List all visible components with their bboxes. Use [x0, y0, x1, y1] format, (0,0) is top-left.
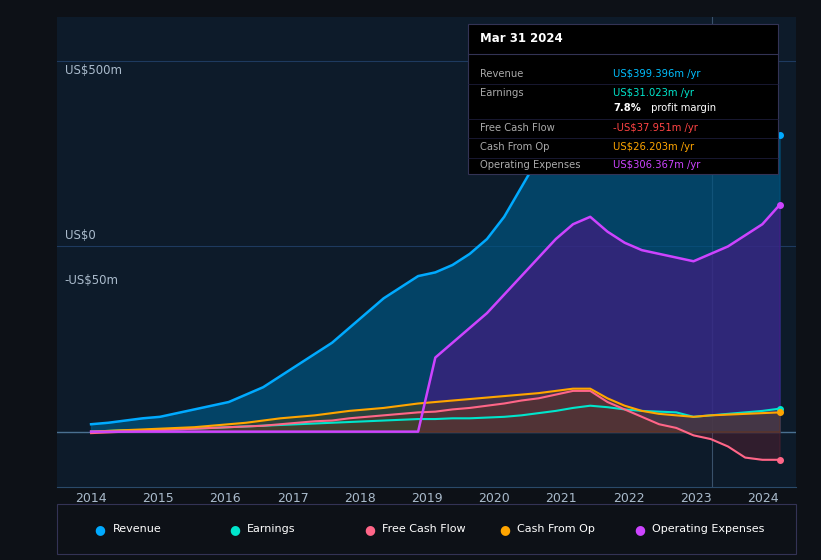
Text: Operating Expenses: Operating Expenses: [480, 160, 580, 170]
Text: ●: ●: [229, 522, 240, 536]
Text: US$31.023m /yr: US$31.023m /yr: [613, 88, 695, 98]
Text: ●: ●: [364, 522, 375, 536]
Text: ●: ●: [94, 522, 105, 536]
Text: US$26.203m /yr: US$26.203m /yr: [613, 142, 695, 152]
Text: US$399.396m /yr: US$399.396m /yr: [613, 68, 701, 78]
Text: profit margin: profit margin: [648, 103, 716, 113]
Text: Cash From Op: Cash From Op: [517, 524, 595, 534]
Text: Earnings: Earnings: [480, 88, 524, 98]
Text: Revenue: Revenue: [480, 68, 523, 78]
Text: US$0: US$0: [65, 229, 95, 242]
Text: Earnings: Earnings: [247, 524, 296, 534]
Text: Free Cash Flow: Free Cash Flow: [480, 123, 555, 133]
Text: Free Cash Flow: Free Cash Flow: [382, 524, 466, 534]
Text: ●: ●: [499, 522, 510, 536]
Text: ●: ●: [634, 522, 644, 536]
Text: Revenue: Revenue: [112, 524, 161, 534]
Text: Mar 31 2024: Mar 31 2024: [480, 32, 562, 45]
Text: Operating Expenses: Operating Expenses: [652, 524, 764, 534]
Text: -US$50m: -US$50m: [65, 274, 119, 287]
Text: 7.8%: 7.8%: [613, 103, 641, 113]
Text: -US$37.951m /yr: -US$37.951m /yr: [613, 123, 699, 133]
Text: US$500m: US$500m: [65, 64, 122, 77]
Text: US$306.367m /yr: US$306.367m /yr: [613, 160, 701, 170]
Text: Cash From Op: Cash From Op: [480, 142, 549, 152]
